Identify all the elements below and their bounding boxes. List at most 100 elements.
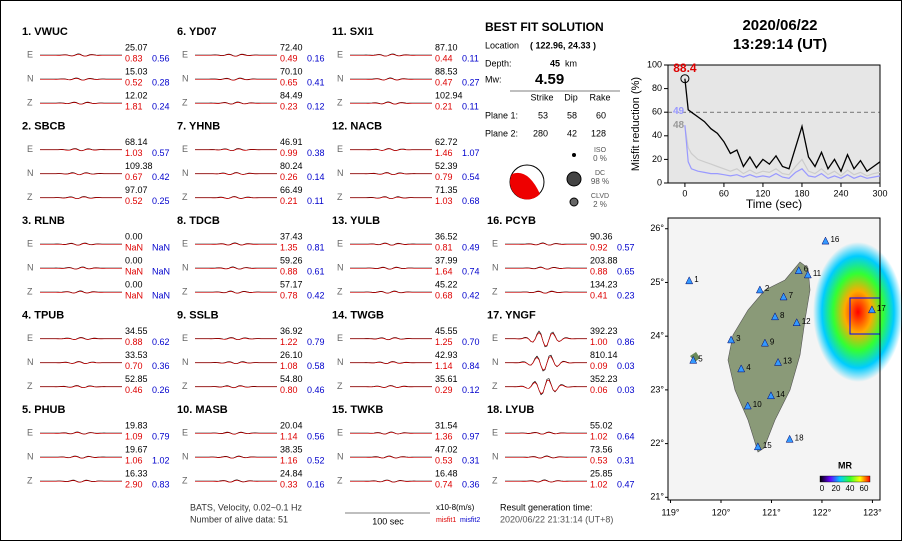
component-label: E	[182, 333, 188, 343]
misfit1: 0.46	[125, 385, 143, 395]
mr-field	[813, 242, 902, 382]
x-tick-label: 240	[833, 188, 848, 198]
synthetic-trace	[350, 456, 432, 459]
station-name: 7. YHNB	[177, 120, 220, 132]
amplitude: 71.35	[435, 185, 458, 195]
misfit2: 0.12	[462, 385, 480, 395]
synthetic-trace	[40, 290, 122, 294]
amplitude: 66.49	[280, 185, 303, 195]
component-label: N	[182, 357, 189, 367]
synthetic-trace	[505, 455, 587, 459]
synthetic-trace	[40, 480, 122, 483]
misfit2: 0.57	[617, 242, 635, 252]
misfit1: 1.14	[280, 431, 298, 441]
station-name: 14. TWGB	[332, 309, 384, 321]
component-label: N	[182, 73, 189, 83]
misfit2: 0.52	[307, 455, 325, 465]
component-label: N	[182, 451, 189, 461]
synthetic-trace	[350, 291, 432, 294]
misfit1: 1.02	[590, 479, 608, 489]
station-number: 9	[770, 337, 775, 346]
amplitude: 0.00	[125, 255, 143, 265]
amplitude: 45.55	[435, 326, 458, 336]
misfit1: 1.08	[280, 361, 298, 371]
component-label: Z	[27, 286, 33, 296]
misfit1: 0.53	[435, 455, 453, 465]
synthetic-trace	[505, 356, 587, 371]
misfit2: 0.56	[152, 53, 170, 63]
result-label: Result generation time:	[500, 502, 593, 512]
component-label: N	[337, 168, 344, 178]
amplitude: 26.10	[280, 350, 303, 360]
misfit2: 0.36	[462, 479, 480, 489]
station-marker	[868, 305, 876, 314]
synthetic-trace	[195, 337, 277, 341]
series-line	[684, 125, 881, 179]
synthetic-trace	[195, 196, 277, 199]
misfit2: 1.02	[152, 455, 170, 465]
misfit2: 0.86	[617, 337, 635, 347]
amplitude: 62.72	[435, 137, 458, 147]
station-number: 6	[804, 265, 809, 274]
synthetic-trace	[40, 385, 122, 389]
component-label: N	[492, 451, 499, 461]
synthetic-trace	[195, 172, 277, 175]
plane-value: 280	[533, 128, 548, 138]
station-name: 4. TPUB	[22, 309, 64, 321]
component-label: Z	[27, 192, 33, 202]
component-label: E	[27, 333, 33, 343]
amplitude: 57.17	[280, 279, 303, 289]
component-value: 0 %	[593, 154, 607, 163]
amplitude: 90.36	[590, 231, 613, 241]
synthetic-trace	[195, 456, 277, 459]
misfit2: 0.42	[462, 290, 480, 300]
misfit1: 0.49	[280, 53, 298, 63]
amplitude: 52.39	[435, 161, 458, 171]
synthetic-trace	[350, 267, 432, 270]
station-name: 15. TWKB	[332, 404, 383, 416]
synthetic-trace	[195, 266, 277, 270]
synthetic-trace	[40, 361, 122, 364]
depth-label: Depth:	[485, 58, 512, 68]
synthetic-trace	[350, 431, 432, 435]
synthetic-trace	[505, 267, 587, 270]
misfit2: 0.64	[617, 431, 635, 441]
misfit1: 0.06	[590, 385, 608, 395]
amplitude: 68.14	[125, 137, 148, 147]
misfit1: 1.03	[435, 196, 453, 206]
synthetic-trace	[40, 148, 122, 152]
x-tick-label: 300	[872, 188, 887, 198]
component-label: E	[492, 333, 498, 343]
component-label: E	[337, 238, 343, 248]
amplitude: 12.02	[125, 90, 148, 100]
plane-label: Plane 2:	[485, 128, 518, 138]
misfit2: 0.23	[617, 290, 635, 300]
misfit1: 0.52	[125, 196, 143, 206]
misfit1: 0.79	[435, 172, 453, 182]
component-label: E	[182, 238, 188, 248]
station-number: 2	[765, 284, 770, 293]
misfit1: 1.81	[125, 101, 143, 111]
component-label: N	[337, 262, 344, 272]
misfit1: 1.36	[435, 431, 453, 441]
component-name: CLVD	[591, 193, 609, 200]
synthetic-trace	[40, 172, 122, 176]
station-marker	[821, 236, 830, 245]
misfit1: 0.68	[435, 290, 453, 300]
station-number: 16	[830, 235, 839, 244]
misfit1: 0.41	[590, 290, 608, 300]
map-y-tick-label: 22°	[650, 438, 664, 448]
misfit2: 0.97	[462, 431, 480, 441]
station-number: 4	[746, 363, 751, 372]
misfit2: 0.14	[307, 172, 325, 182]
colorbar-tick: 60	[860, 484, 869, 493]
misfit1: 1.00	[590, 337, 608, 347]
iso-icon	[572, 153, 576, 157]
x-axis-label: Time (sec)	[746, 197, 802, 211]
component-label: Z	[182, 381, 188, 391]
component-label: N	[492, 262, 499, 272]
plane-value: 58	[567, 110, 577, 120]
misfit1: NaN	[125, 290, 143, 300]
station-marker	[792, 318, 801, 326]
map-x-tick-label: 121°	[762, 507, 781, 517]
